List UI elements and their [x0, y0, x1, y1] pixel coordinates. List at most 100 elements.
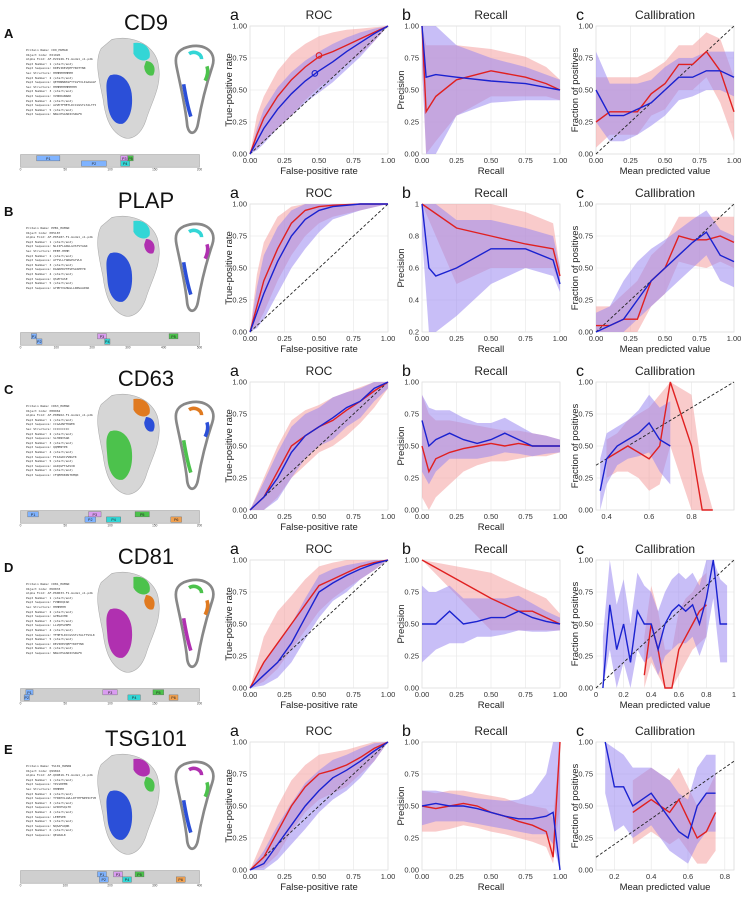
y-tick-label: 0.50: [404, 802, 419, 811]
protein-name: CD9: [123, 10, 168, 35]
confidence-band: [422, 585, 560, 663]
domain-box: [176, 876, 186, 883]
y-tick-label: 0.50: [404, 86, 419, 95]
y-tick-label: 0.25: [578, 296, 593, 305]
domain-box: [106, 516, 121, 523]
domain-label: P4: [125, 878, 129, 882]
y-tick-label: 0.00: [232, 328, 247, 337]
surface-patch: [106, 790, 133, 840]
x-axis-label: Recall: [478, 700, 504, 711]
y-tick-label: 0.75: [578, 770, 593, 779]
confidence-band: [422, 26, 560, 154]
y-tick-label: 0.25: [232, 834, 247, 843]
x-tick-label: 0.8: [720, 872, 730, 881]
x-tick-label: 0.25: [449, 334, 464, 343]
x-tick-label: 0.00: [415, 690, 430, 699]
x-axis-label: False-positive rate: [280, 700, 358, 711]
domain-label: P5: [140, 513, 144, 517]
x-tick-label: 1.00: [381, 512, 396, 521]
confidence-band: [596, 210, 734, 332]
track-tick: 200: [197, 167, 202, 171]
track-tick: 100: [107, 701, 112, 705]
y-tick-label: 0.00: [232, 150, 247, 159]
track-tick: 150: [152, 523, 157, 527]
structure-rendering: [97, 394, 215, 495]
series-line: [249, 25, 389, 155]
domain-box: [113, 871, 123, 878]
protein-structure-surface: [97, 394, 160, 495]
y-tick-label: 0.75: [578, 54, 593, 63]
track-tick: 150: [152, 167, 157, 171]
domain-label: P1: [100, 873, 105, 877]
domain-label: P2: [92, 162, 97, 166]
y-tick-label: 0.2: [409, 328, 419, 337]
surface-patch: [133, 576, 150, 595]
panel-letter: b: [402, 185, 411, 202]
ribbon-segment: [203, 781, 210, 798]
track-tick: 300: [152, 883, 157, 887]
panel-title: ROC: [306, 8, 333, 22]
domain-label: P4: [123, 162, 128, 166]
ribbon-helix: [174, 400, 215, 491]
x-tick-label: 0: [594, 690, 598, 699]
series-line: [606, 381, 713, 511]
y-axis-label: Precision: [396, 604, 407, 643]
y-tick-label: 0.8: [409, 232, 419, 241]
y-tick-label: 0.25: [404, 118, 419, 127]
y-tick-label: 0.00: [578, 684, 593, 693]
x-tick-label: 0.50: [312, 156, 327, 165]
domain-track-bar: [20, 154, 200, 168]
metric-charts: a ROC 0.00 0.25 0.50 0.75 1.00 0.00 0.25 0.50 0.75…: [224, 723, 735, 893]
y-tick-label: 0.50: [404, 620, 419, 629]
panel-title: Recall: [474, 724, 507, 738]
x-tick-label: 0.50: [312, 512, 327, 521]
panel-letter: b: [402, 7, 411, 24]
x-axis-label: Mean predicted value: [620, 344, 711, 355]
y-tick-label: 0.50: [578, 442, 593, 451]
y-tick-label: 0.75: [232, 588, 247, 597]
x-tick-label: 1.00: [381, 334, 396, 343]
protein-info-text: Protein Name: CD63_HUMAN Object Code: P0…: [26, 404, 93, 477]
x-tick-label: 0.25: [623, 334, 638, 343]
structure-rendering: [97, 572, 215, 673]
panel-letter: b: [402, 541, 411, 558]
ribbon-helix: [174, 760, 215, 851]
track-tick: 0: [20, 701, 22, 705]
track-tick: 100: [107, 167, 112, 171]
domain-label: P6: [178, 878, 183, 882]
y-axis-label: Precision: [396, 70, 407, 109]
panel-letter: c: [576, 363, 584, 380]
reference-diagonal: [249, 741, 389, 871]
domain-label: P4: [105, 340, 110, 344]
domain-label: P1: [31, 513, 36, 517]
x-tick-label: 0.50: [312, 334, 327, 343]
y-tick-label: 0.00: [578, 866, 593, 875]
y-axis-label: Precision: [396, 786, 407, 825]
ribbon-segment: [203, 421, 210, 438]
panel-letter: c: [576, 185, 584, 202]
x-tick-label: 0.75: [692, 156, 707, 165]
reference-diagonal: [595, 25, 735, 155]
reference-diagonal: [595, 203, 735, 333]
figure-row: E TSG101 Protein Name: TS101_HUMAN Object …: [0, 720, 746, 898]
panel-title: Recall: [474, 186, 507, 200]
x-axis-label: Recall: [478, 882, 504, 893]
y-axis-label: True-positive rate: [224, 231, 235, 305]
y-tick-label: 0.50: [578, 802, 593, 811]
y-tick-label: 0.75: [578, 410, 593, 419]
panel-letter: a: [230, 7, 239, 24]
protein-name: CD81: [117, 544, 175, 569]
series-line: [421, 25, 561, 115]
panel-letter: a: [230, 185, 239, 202]
y-tick-label: 0.25: [232, 474, 247, 483]
domain-box: [152, 689, 164, 696]
reference-diagonal: [249, 381, 389, 511]
x-tick-label: 0.00: [243, 872, 258, 881]
x-axis-label: False-positive rate: [280, 166, 358, 177]
protein-info-text: Protein Name: PPB1_HUMAN Object Code: P0…: [26, 226, 93, 290]
track-tick: 100: [107, 523, 112, 527]
x-tick-label: 1.00: [553, 872, 568, 881]
x-tick-label: 0.75: [518, 334, 533, 343]
